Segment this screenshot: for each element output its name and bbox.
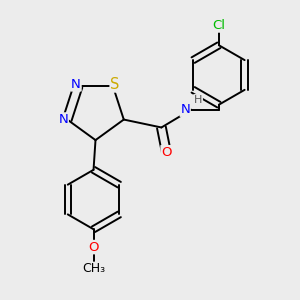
Text: O: O (161, 146, 172, 159)
Text: N: N (58, 113, 68, 126)
Text: Cl: Cl (212, 19, 225, 32)
Text: S: S (110, 77, 120, 92)
Text: O: O (88, 241, 99, 254)
Text: CH₃: CH₃ (82, 262, 105, 275)
Text: N: N (71, 78, 81, 91)
Text: H: H (194, 95, 202, 105)
Text: N: N (180, 103, 190, 116)
